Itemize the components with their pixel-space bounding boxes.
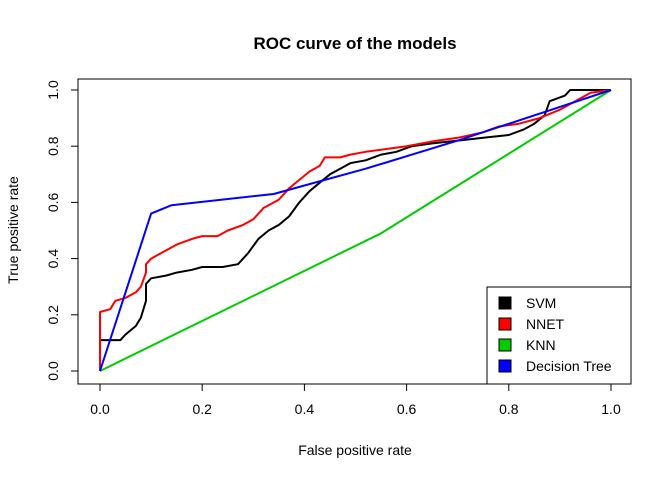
legend-label: Decision Tree [526, 358, 612, 374]
x-axis-label: False positive rate [298, 442, 412, 458]
y-tick-label: 0.0 [45, 361, 61, 381]
x-axis: 0.0 0.2 0.4 0.6 0.8 1.0 [90, 384, 621, 417]
x-tick-label: 0.4 [295, 401, 315, 417]
chart-title: ROC curve of the models [253, 34, 456, 53]
x-tick-label: 0.2 [192, 401, 212, 417]
y-axis: 0.0 0.2 0.4 0.6 0.8 1.0 [45, 80, 78, 381]
series-line-knn [99, 89, 612, 372]
y-tick-label: 0.6 [45, 192, 61, 212]
legend: SVM NNET KNN Decision Tree [486, 286, 632, 385]
series-line-decision-tree [99, 89, 612, 372]
x-tick-label: 0.0 [90, 401, 110, 417]
plot-frame [77, 78, 632, 385]
legend-label: KNN [526, 337, 556, 353]
x-tick-label: 1.0 [601, 401, 621, 417]
legend-label: SVM [526, 295, 556, 311]
y-tick-label: 0.8 [45, 136, 61, 156]
series-layer [99, 89, 612, 372]
series-line-svm [99, 89, 611, 371]
x-tick-label: 0.6 [397, 401, 417, 417]
legend-swatch [498, 338, 512, 352]
y-tick-label: 0.4 [45, 249, 61, 269]
y-tick-label: 1.0 [45, 80, 61, 100]
legend-swatch [498, 317, 512, 331]
y-tick-label: 0.2 [45, 305, 61, 325]
legend-label: NNET [526, 316, 565, 332]
legend-swatch [498, 359, 512, 373]
x-tick-label: 0.8 [499, 401, 519, 417]
y-axis-label: True positive rate [5, 176, 21, 284]
legend-swatch [498, 296, 512, 310]
